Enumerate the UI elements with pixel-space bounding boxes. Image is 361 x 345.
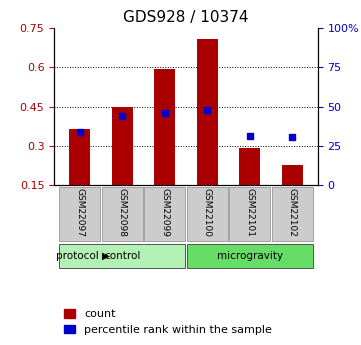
Bar [239, 148, 260, 186]
Text: control: control [104, 251, 140, 261]
FancyBboxPatch shape [59, 187, 100, 241]
Text: GSM22099: GSM22099 [160, 188, 169, 237]
Text: protocol ▶: protocol ▶ [56, 251, 110, 261]
Bar [196, 39, 218, 186]
Text: GSM22100: GSM22100 [203, 188, 212, 237]
Title: GDS928 / 10374: GDS928 / 10374 [123, 10, 249, 25]
FancyBboxPatch shape [102, 187, 143, 241]
Bar [154, 69, 175, 186]
FancyBboxPatch shape [187, 187, 227, 241]
Bar [69, 129, 90, 186]
Bar [112, 107, 133, 186]
Legend: count, percentile rank within the sample: count, percentile rank within the sample [60, 305, 277, 339]
Text: GSM22101: GSM22101 [245, 188, 254, 237]
FancyBboxPatch shape [187, 244, 313, 268]
Text: GSM22097: GSM22097 [75, 188, 84, 237]
Text: GSM22098: GSM22098 [118, 188, 127, 237]
Text: microgravity: microgravity [217, 251, 283, 261]
FancyBboxPatch shape [144, 187, 185, 241]
Text: GSM22102: GSM22102 [288, 188, 297, 237]
FancyBboxPatch shape [229, 187, 270, 241]
Bar [282, 165, 303, 186]
FancyBboxPatch shape [59, 244, 185, 268]
FancyBboxPatch shape [272, 187, 313, 241]
